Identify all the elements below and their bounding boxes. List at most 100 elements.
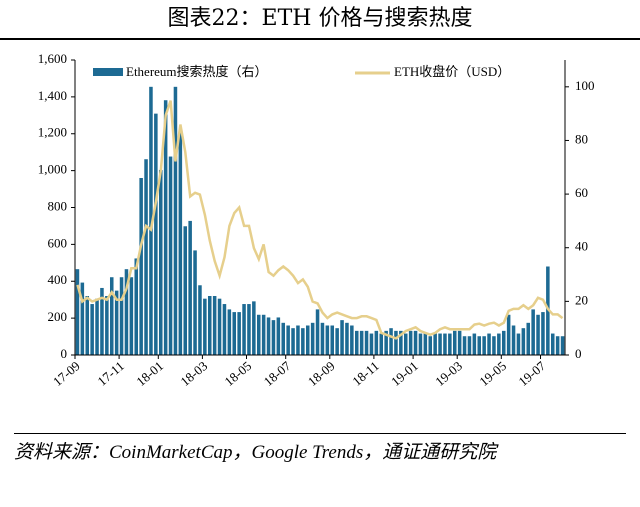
bar [109,277,114,355]
bar [149,86,153,355]
y-tick-label: 1,000 [38,162,67,177]
chart: 0 200 400 600 800 1,000 1,200 1,400 1,600 0 20 40 60… [38,51,595,389]
x-tick-label: 19-01 [388,358,421,389]
bar [555,336,560,355]
bar [129,277,134,355]
bar [75,269,80,355]
bar [345,322,349,355]
bar [477,336,482,355]
bar [198,285,202,355]
bar [85,296,90,355]
x-tick-label: 18-11 [349,358,382,389]
legend-label: ETH收盘价（USD） [394,64,510,79]
bar [217,298,222,355]
bar [232,312,237,355]
bar [560,336,565,355]
legend-swatch [93,68,123,76]
y2-tick-label: 80 [575,131,588,146]
bar [335,328,339,355]
bar [369,333,374,355]
bar [90,304,94,355]
bar [237,312,241,355]
bar [423,333,428,355]
bar [452,330,457,355]
x-tick-label: 19-03 [432,358,465,389]
bar [531,309,535,355]
bar [227,309,232,355]
bar [403,333,408,355]
y-tick-label: 800 [48,198,68,213]
bar [183,226,188,355]
bar [325,325,330,355]
x-tick-label: 18-07 [261,358,294,389]
bar [80,282,85,355]
bar [315,309,320,355]
bar [506,314,511,355]
bar [546,266,550,355]
bar [276,317,281,355]
bar [389,328,393,355]
bar [173,86,178,355]
bar [286,325,290,355]
bar [310,322,315,355]
bar [305,325,310,355]
bar [516,333,521,355]
x-tick-label: 18-05 [221,358,254,389]
bar [252,301,256,355]
y-tick-label: 400 [48,272,68,287]
y2-tick-label: 60 [575,185,588,200]
bar [394,330,398,355]
x-tick-label: 19-05 [476,358,509,389]
bar [374,330,379,355]
bar [95,298,99,355]
legend-label: Ethereum搜索热度（右） [126,64,268,79]
bar [497,333,501,355]
bar [359,330,364,355]
bar [193,250,197,355]
bar [541,312,545,355]
bar [354,330,359,355]
bar [188,220,192,355]
bar [163,100,168,356]
bar [291,328,295,355]
y-tick-label: 0 [61,346,68,361]
bar [203,298,207,355]
bar [418,333,423,355]
bar [408,330,413,355]
bar [384,330,388,355]
bar [154,113,158,356]
y-tick-label: 1,200 [38,125,67,140]
bar [487,333,491,355]
x-tick-label: 19-07 [515,358,548,389]
bar [521,328,526,355]
bar [340,320,344,355]
bar [482,336,486,355]
bar [178,132,183,355]
bar [379,333,384,355]
bar [399,330,403,355]
bar [124,269,129,355]
bar [207,296,212,355]
bar [438,333,442,355]
bar [467,336,472,355]
bar [144,159,148,355]
bar [119,277,124,355]
bar [247,304,251,355]
bar [428,336,433,355]
bar [443,333,447,355]
bar [242,304,246,355]
y-tick-label: 600 [48,235,68,250]
bar [550,333,555,355]
y2-tick-label: 100 [575,78,595,93]
bar [448,333,452,355]
x-tick-label: 18-03 [177,358,210,389]
x-tick-label: 17-09 [50,358,83,389]
bar [501,330,506,355]
y2-tick-label: 40 [575,239,588,254]
bar [301,328,305,355]
x-tick-label: 18-01 [133,358,166,389]
bar [296,325,300,355]
bar [413,330,418,355]
bar [168,156,173,355]
y-tick-label: 1,400 [38,88,67,103]
